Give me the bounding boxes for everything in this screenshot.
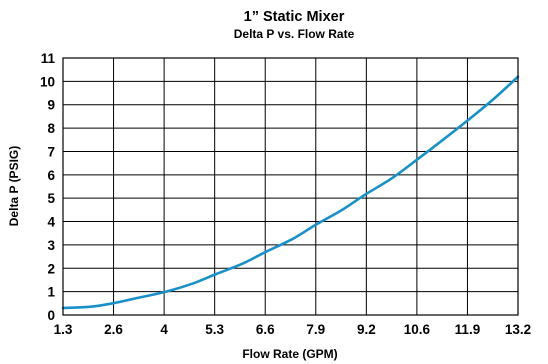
- chart-title: 1” Static Mixer: [244, 9, 345, 25]
- series-line: [61, 75, 520, 310]
- y-tick-label: 8: [47, 121, 55, 136]
- x-tick-label: 2.6: [104, 322, 123, 337]
- x-tick-label: 7.9: [306, 322, 325, 337]
- y-tick-label: 7: [47, 144, 55, 159]
- y-tick-label: 0: [47, 308, 55, 323]
- y-tick-label: 2: [47, 261, 55, 276]
- x-axis-label: Flow Rate (GPM): [242, 347, 337, 361]
- x-tick-label: 9.2: [357, 322, 376, 337]
- chart-subtitle: Delta P vs. Flow Rate: [234, 27, 355, 41]
- x-tick-label: 13.2: [505, 322, 531, 337]
- series-layer: [61, 75, 520, 310]
- x-tick-label: 6.6: [256, 322, 275, 337]
- grid-lines: [62, 57, 519, 316]
- y-tick-label: 6: [47, 168, 55, 183]
- tick-labels: 1.3 2.6 4 5.3 6.6 7.9 9.2 10.6 11.9 13.2 0 1 2 3 4 5 6 7 8…: [40, 51, 531, 337]
- y-axis-label: Delta P (PSIG): [7, 146, 21, 226]
- y-tick-label: 1: [47, 285, 55, 300]
- x-tick-label: 4: [160, 322, 168, 337]
- x-tick-label: 1.3: [54, 322, 73, 337]
- y-tick-label: 4: [47, 215, 55, 230]
- y-tick-label: 11: [41, 51, 56, 66]
- plot-frame: [62, 57, 519, 316]
- y-tick-label: 3: [47, 238, 55, 253]
- y-tick-label: 9: [47, 98, 55, 113]
- x-tick-label: 11.9: [455, 322, 481, 337]
- y-tick-label: 10: [40, 74, 55, 89]
- x-tick-label: 10.6: [404, 322, 431, 337]
- x-tick-label: 5.3: [205, 322, 224, 337]
- y-tick-label: 5: [47, 191, 55, 206]
